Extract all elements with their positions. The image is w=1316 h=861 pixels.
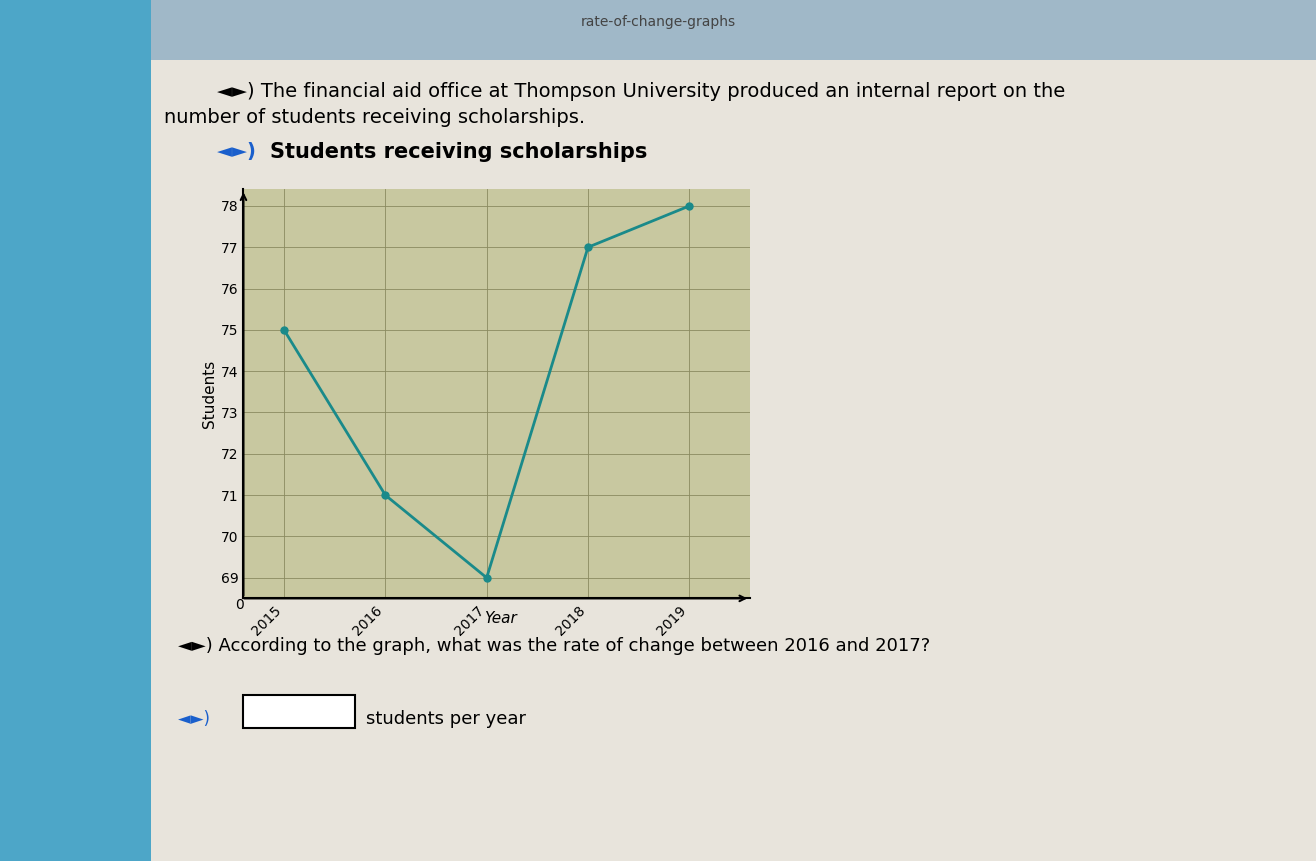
- Text: ◄►) According to the graph, what was the rate of change between 2016 and 2017?: ◄►) According to the graph, what was the…: [178, 637, 930, 655]
- Text: ◄►): ◄►): [178, 710, 215, 728]
- Text: students per year: students per year: [366, 710, 526, 728]
- Text: ◄►): ◄►): [217, 142, 263, 161]
- Text: 0: 0: [234, 598, 243, 612]
- Text: rate-of-change-graphs: rate-of-change-graphs: [580, 15, 736, 28]
- Text: Students receiving scholarships: Students receiving scholarships: [270, 142, 647, 162]
- Text: number of students receiving scholarships.: number of students receiving scholarship…: [164, 108, 586, 127]
- Y-axis label: Students: Students: [201, 360, 217, 428]
- Text: ◄►) The financial aid office at Thompson University produced an internal report : ◄►) The financial aid office at Thompson…: [217, 82, 1066, 101]
- Text: Year: Year: [484, 611, 516, 626]
